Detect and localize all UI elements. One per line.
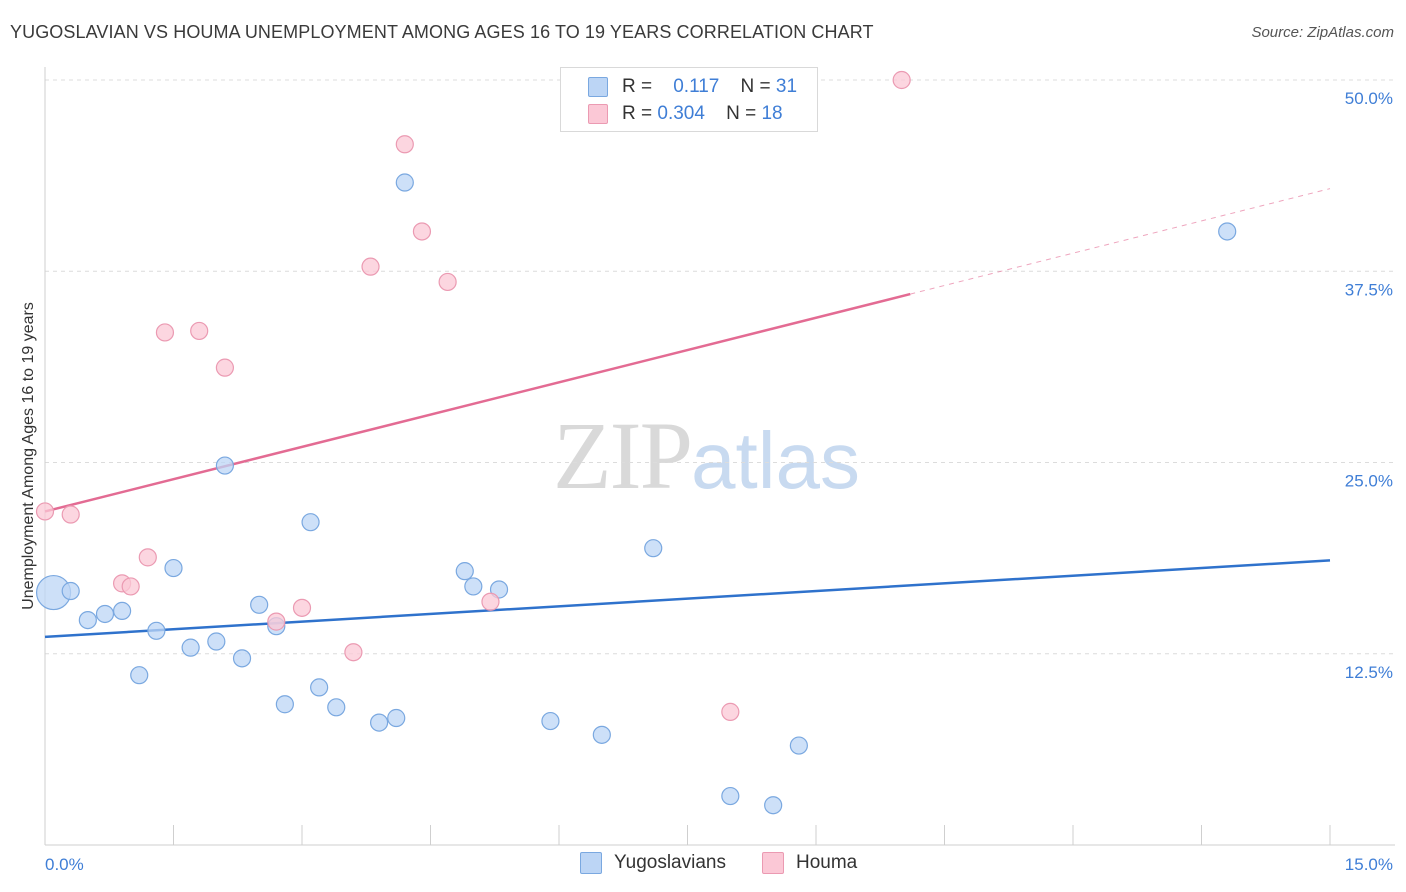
- data-point-yugoslavians: [207, 632, 226, 651]
- legend-n-value: 31: [775, 76, 798, 97]
- data-point-houma: [61, 505, 80, 524]
- data-point-yugoslavians: [644, 539, 663, 558]
- data-point-yugoslavians: [301, 513, 320, 532]
- data-point-houma: [35, 502, 55, 521]
- y-tick-label: 37.5%: [1345, 280, 1393, 299]
- legend-n-value: 18: [761, 103, 783, 124]
- stats-legend: R = 0.117 N = 31 R = 0.304 N = 18: [560, 67, 818, 132]
- data-point-yugoslavians: [78, 610, 97, 630]
- data-point-houma: [361, 257, 380, 276]
- data-point-yugoslavians: [232, 649, 252, 668]
- data-point-yugoslavians: [215, 456, 234, 475]
- data-point-yugoslavians: [275, 695, 294, 714]
- trend-line-houma: [44, 292, 911, 513]
- data-point-yugoslavians: [395, 173, 414, 192]
- data-point-yugoslavians: [721, 786, 740, 806]
- data-point-yugoslavians: [95, 604, 115, 624]
- y-tick-label: 12.5%: [1345, 663, 1393, 682]
- data-point-houma: [481, 592, 500, 611]
- axes: [44, 67, 1395, 846]
- data-point-yugoslavians: [464, 577, 483, 596]
- legend-item-houma: Houma: [762, 852, 857, 874]
- chart-title: YUGOSLAVIAN VS HOUMA UNEMPLOYMENT AMONG …: [10, 22, 874, 42]
- data-point-yugoslavians: [61, 581, 80, 601]
- data-point-houma: [892, 70, 911, 90]
- data-point-houma: [155, 323, 175, 342]
- data-point-yugoslavians: [370, 713, 389, 732]
- legend-r-label: R =: [622, 103, 653, 124]
- legend-r-value: 0.304: [657, 103, 705, 124]
- legend-row-yugoslavians: R = 0.117 N = 31: [588, 74, 797, 100]
- x-tick-label: 0.0%: [45, 855, 84, 874]
- data-point-houma: [190, 321, 209, 341]
- legend-r-value: 0.117: [673, 76, 720, 97]
- legend-label-yugoslavians: Yugoslavians: [614, 852, 726, 873]
- data-point-yugoslavians: [592, 725, 611, 744]
- legend-item-yugoslavians: Yugoslavians: [580, 852, 726, 874]
- data-point-houma: [438, 272, 457, 292]
- data-point-yugoslavians: [250, 595, 269, 614]
- legend-n-label: N =: [726, 103, 757, 124]
- legend-n-label: N =: [740, 76, 771, 97]
- data-point-houma: [721, 702, 740, 721]
- source-credit: Source: ZipAtlas.com: [1251, 24, 1394, 41]
- data-point-yugoslavians: [1218, 222, 1237, 241]
- data-point-houma: [215, 358, 234, 377]
- data-point-houma: [138, 548, 157, 567]
- data-point-yugoslavians: [387, 708, 406, 728]
- data-point-yugoslavians: [164, 558, 183, 578]
- trend-line-yugoslavians: [44, 559, 1331, 639]
- data-point-yugoslavians: [789, 736, 808, 755]
- legend-swatch-houma: [588, 104, 608, 124]
- data-point-houma: [292, 598, 312, 617]
- data-point-yugoslavians: [455, 562, 474, 581]
- legend-r-label: R =: [622, 76, 653, 97]
- legend-label-houma: Houma: [796, 852, 858, 873]
- y-tick-label: 25.0%: [1345, 472, 1393, 491]
- data-point-houma: [344, 643, 363, 662]
- x-tick-label: 15.0%: [1345, 855, 1393, 874]
- watermark: ZIPatlas: [553, 400, 860, 511]
- data-point-yugoslavians: [541, 711, 560, 731]
- data-point-houma: [121, 577, 140, 596]
- trend-lines: [44, 188, 1331, 639]
- watermark-atlas: atlas: [691, 416, 860, 505]
- legend-swatch-yugoslavians: [580, 852, 602, 874]
- legend-swatch-houma: [762, 852, 784, 874]
- tick-labels: 12.5% 25.0% 37.5% 50.0% 0.0% 15.0%: [45, 89, 1393, 874]
- data-point-yugoslavians: [130, 666, 149, 685]
- data-point-yugoslavians: [181, 638, 200, 657]
- trend-line-extension-houma: [910, 188, 1331, 295]
- data-point-yugoslavians: [147, 621, 166, 640]
- legend-row-houma: R = 0.304 N = 18: [588, 101, 783, 127]
- watermark-zip: ZIP: [553, 402, 693, 509]
- data-point-houma: [267, 612, 286, 631]
- legend-swatch-yugoslavians: [588, 77, 608, 97]
- data-point-houma: [412, 222, 432, 241]
- data-point-yugoslavians: [310, 678, 329, 697]
- data-points: [35, 70, 1237, 815]
- series-legend: Yugoslavians Houma: [0, 852, 1406, 878]
- data-point-houma: [395, 135, 414, 154]
- data-point-yugoslavians: [764, 796, 783, 815]
- data-point-yugoslavians: [112, 601, 132, 621]
- y-tick-label: 50.0%: [1345, 89, 1393, 108]
- data-point-yugoslavians: [327, 698, 346, 717]
- y-axis-title: Unemployment Among Ages 16 to 19 years: [20, 302, 37, 610]
